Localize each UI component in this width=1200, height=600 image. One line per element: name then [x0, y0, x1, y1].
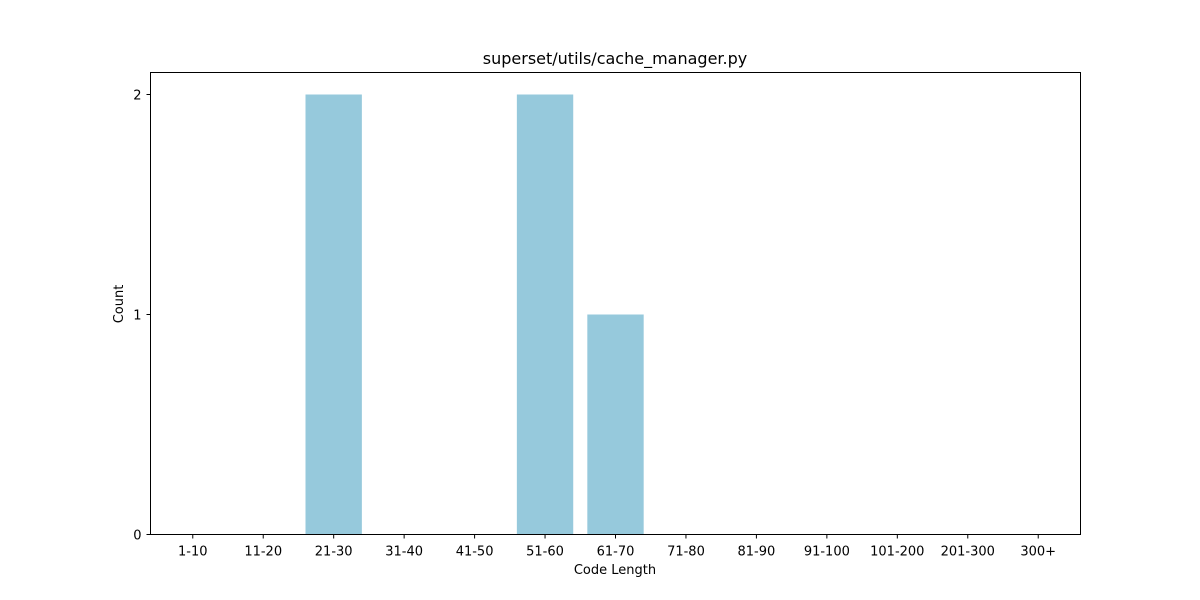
x-tick-label: 21-30 — [315, 545, 353, 560]
x-tick-label: 51-60 — [526, 545, 564, 560]
chart-title: superset/utils/cache_manager.py — [483, 49, 747, 69]
x-axis-label: Code Length — [574, 563, 656, 578]
x-tick-label: 41-50 — [456, 545, 494, 560]
y-tick-label: 0 — [133, 529, 141, 544]
plot-frame — [150, 72, 1081, 535]
x-tick-label: 101-200 — [870, 545, 924, 560]
y-tick-label: 1 — [133, 309, 141, 324]
x-tick-label: 1-10 — [178, 545, 208, 560]
x-tick-label: 31-40 — [385, 545, 423, 560]
bar-61-70 — [587, 314, 644, 535]
x-tick-label: 201-300 — [941, 545, 995, 560]
bars-group — [305, 94, 644, 535]
y-axis-label: Count — [112, 285, 127, 324]
x-tick-label: 300+ — [1020, 545, 1056, 560]
bar-21-30 — [305, 94, 362, 535]
x-tick-label: 71-80 — [667, 545, 705, 560]
x-tick-label: 11-20 — [244, 545, 282, 560]
y-tick-label: 2 — [133, 89, 141, 104]
x-axis-ticks: 1-10 11-20 21-30 31-40 41-50 51-60 61-70 71-80 8… — [178, 534, 1056, 560]
y-axis-ticks: 0 1 2 — [133, 89, 151, 544]
x-tick-label: 81-90 — [738, 545, 776, 560]
x-tick-label: 91-100 — [804, 545, 850, 560]
bar-51-60 — [516, 94, 574, 535]
x-tick-label: 61-70 — [597, 545, 635, 560]
